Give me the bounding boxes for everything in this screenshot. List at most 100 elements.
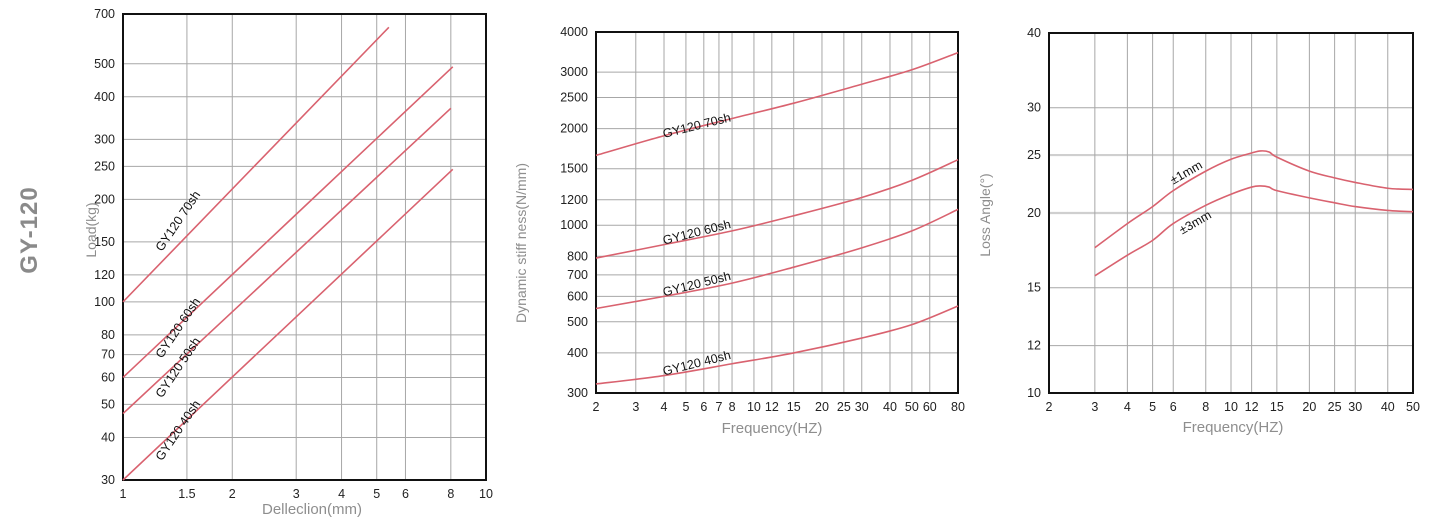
y-tick-labels: 30 40 50 60 70 80 100 120 150 200 250 300 400 500 700 <box>94 7 115 487</box>
y-tick-label: 700 <box>94 7 115 21</box>
x-tick-label: 40 <box>883 400 897 414</box>
x-tick-label: 50 <box>1406 400 1420 414</box>
y-tick-label: 60 <box>101 370 115 384</box>
y-tick-label: 120 <box>94 268 115 282</box>
y-tick-labels: 10 12 15 20 25 30 40 <box>1027 26 1041 400</box>
series-line <box>1094 185 1414 277</box>
x-tick-label: 5 <box>1149 400 1156 414</box>
x-tick-label: 10 <box>479 487 493 501</box>
x-tick-label: 2 <box>229 487 236 501</box>
y-tick-label: 40 <box>1027 26 1041 40</box>
series-line <box>1094 150 1414 249</box>
y-tick-label: 100 <box>94 295 115 309</box>
x-tick-label: 7 <box>715 400 722 414</box>
y-tick-label: 1200 <box>560 193 588 207</box>
gridlines <box>122 13 487 481</box>
x-tick-label: 12 <box>1245 400 1259 414</box>
y-tick-label: 10 <box>1027 386 1041 400</box>
x-tick-label: 6 <box>1170 400 1177 414</box>
x-tick-label: 25 <box>837 400 851 414</box>
y-tick-labels: 300 400 500 600 700 800 1000 1200 1500 2000 2500 30… <box>560 25 588 400</box>
y-tick-label: 300 <box>567 386 588 400</box>
gridlines <box>595 31 959 394</box>
x-tick-label: 15 <box>1270 400 1284 414</box>
y-tick-label: 400 <box>567 346 588 360</box>
x-tick-label: 1.5 <box>178 487 195 501</box>
x-tick-labels: 2 3 4 5 6 8 10 12 15 20 25 30 40 50 <box>1046 400 1420 414</box>
y-tick-label: 600 <box>567 289 588 303</box>
series-line <box>595 158 959 259</box>
series-line <box>122 168 454 481</box>
series-line <box>122 26 390 303</box>
x-tick-label: 4 <box>661 400 668 414</box>
y-axis-title: Load(kg) <box>83 202 99 257</box>
series-line <box>595 51 959 157</box>
x-tick-label: 1 <box>120 487 127 501</box>
x-tick-label: 5 <box>682 400 689 414</box>
y-tick-label: 2500 <box>560 91 588 105</box>
y-tick-label: 4000 <box>560 25 588 39</box>
x-tick-label: 2 <box>593 400 600 414</box>
y-tick-label: 30 <box>101 473 115 487</box>
y-tick-label: 150 <box>94 235 115 249</box>
x-tick-label: 2 <box>1046 400 1053 414</box>
x-tick-label: 12 <box>765 400 779 414</box>
x-tick-label: 8 <box>1202 400 1209 414</box>
plot-frame <box>122 13 487 481</box>
chart-3: 2 3 4 5 6 8 10 12 15 20 25 30 40 50 10 12 15 20 25 30 40 Freq… <box>977 26 1420 436</box>
x-tick-labels: 1 1.5 2 3 4 5 6 8 10 <box>120 487 493 501</box>
x-tick-label: 40 <box>1381 400 1395 414</box>
x-tick-label: 80 <box>951 400 965 414</box>
x-tick-label: 3 <box>293 487 300 501</box>
x-tick-label: 50 <box>905 400 919 414</box>
x-tick-label: 20 <box>1302 400 1316 414</box>
x-tick-label: 60 <box>923 400 937 414</box>
y-axis-title: Loss Angle(°) <box>977 173 993 256</box>
series-label: GY120 70sh <box>661 110 732 140</box>
y-tick-label: 50 <box>101 397 115 411</box>
series-label: GY120 50sh <box>661 269 732 299</box>
y-tick-label: 1000 <box>560 218 588 232</box>
series-label: GY120 60sh <box>661 217 732 247</box>
x-tick-label: 5 <box>373 487 380 501</box>
plot-frame <box>1048 32 1414 394</box>
y-tick-label: 25 <box>1027 148 1041 162</box>
y-tick-label: 15 <box>1027 281 1041 295</box>
y-tick-label: 250 <box>94 159 115 173</box>
series-label: GY120 40sh <box>153 398 203 463</box>
series-line <box>595 208 959 310</box>
x-tick-label: 4 <box>338 487 345 501</box>
y-tick-label: 30 <box>1027 101 1041 115</box>
x-tick-labels: 2 3 4 5 6 7 8 10 12 15 20 25 30 40 50 60 80 <box>593 400 965 414</box>
y-tick-label: 80 <box>101 328 115 342</box>
x-tick-label: 4 <box>1124 400 1131 414</box>
chart-1: 1 1.5 2 3 4 5 6 8 103040506070801001201502002503… <box>83 7 493 518</box>
x-tick-label: 6 <box>700 400 707 414</box>
x-tick-label: 3 <box>632 400 639 414</box>
x-tick-label: 8 <box>729 400 736 414</box>
x-tick-label: 30 <box>855 400 869 414</box>
y-tick-label: 700 <box>567 268 588 282</box>
y-tick-label: 400 <box>94 90 115 104</box>
x-tick-label: 6 <box>402 487 409 501</box>
y-tick-label: 40 <box>101 430 115 444</box>
y-tick-label: 500 <box>94 57 115 71</box>
y-tick-label: 20 <box>1027 206 1041 220</box>
y-tick-label: 500 <box>567 315 588 329</box>
series-line <box>595 305 959 385</box>
x-axis-title: Delleclion(mm) <box>262 501 362 518</box>
series-line <box>122 107 452 415</box>
y-tick-label: 200 <box>94 192 115 206</box>
y-tick-label: 12 <box>1027 339 1041 353</box>
x-tick-label: 8 <box>447 487 454 501</box>
x-tick-label: 15 <box>787 400 801 414</box>
chart-2: 2 3 4 5 6 7 8 10 12 15 20 25 30 40 50 60 80 300 400 500 600 7… <box>513 25 965 437</box>
y-tick-label: 1500 <box>560 162 588 176</box>
x-tick-label: 25 <box>1328 400 1342 414</box>
x-axis-title: Frequency(HZ) <box>722 420 823 437</box>
y-tick-label: 3000 <box>560 65 588 79</box>
plot-frame <box>595 31 959 394</box>
x-tick-label: 3 <box>1091 400 1098 414</box>
